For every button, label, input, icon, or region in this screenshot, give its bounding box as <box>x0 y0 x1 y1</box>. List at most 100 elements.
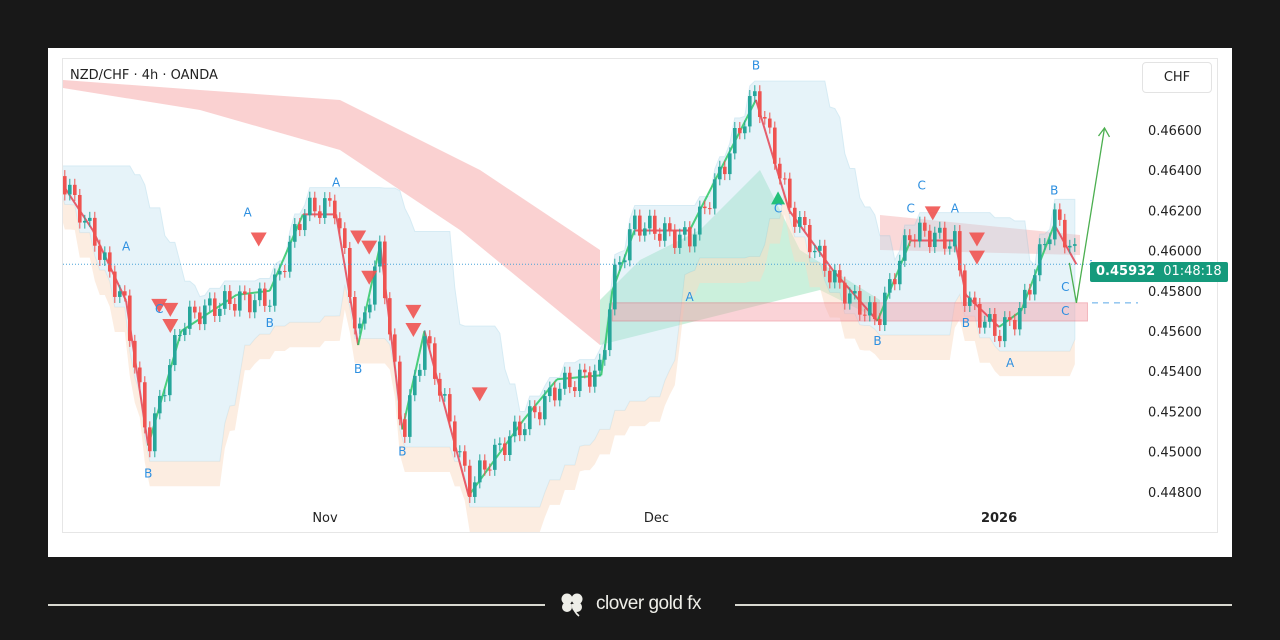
wave-label: B <box>873 334 881 348</box>
candle <box>483 460 487 470</box>
candle <box>653 215 657 234</box>
candle <box>88 217 92 221</box>
candle <box>1013 319 1017 330</box>
candle <box>703 206 707 209</box>
bull-cloud <box>600 170 880 345</box>
arrow-head-icon <box>1097 126 1111 138</box>
candle <box>598 359 602 371</box>
candle <box>233 303 237 311</box>
candle <box>733 128 737 154</box>
footer-divider-right <box>735 604 1232 606</box>
wave-label: C <box>774 201 782 215</box>
candle <box>1018 308 1022 330</box>
candle <box>228 291 232 304</box>
candle <box>963 270 967 306</box>
candle <box>173 335 177 366</box>
candle <box>343 228 347 248</box>
candle <box>843 282 847 304</box>
candle <box>543 396 547 420</box>
candle <box>838 270 842 283</box>
candle <box>558 388 562 401</box>
chart-panel[interactable] <box>62 58 1218 533</box>
candle <box>253 300 257 313</box>
candle <box>788 178 792 208</box>
candle <box>938 227 942 233</box>
candle <box>123 291 127 296</box>
candle <box>373 266 377 305</box>
candle <box>168 365 172 396</box>
candle <box>798 217 802 227</box>
candle <box>673 230 677 248</box>
candle <box>778 163 782 179</box>
candle <box>313 197 317 212</box>
candle <box>518 421 522 436</box>
sell-signal-triangle-icon <box>924 206 941 221</box>
y-tick-label: 0.45800 <box>1148 285 1202 300</box>
bar-countdown: 01:48:18 <box>1163 264 1222 279</box>
candle <box>523 429 527 436</box>
candle <box>668 223 672 231</box>
candle <box>493 444 497 470</box>
wave-label: B <box>752 59 760 73</box>
currency-button[interactable]: CHF <box>1142 62 1212 93</box>
candle <box>473 482 477 497</box>
candle <box>73 184 77 195</box>
candle <box>458 451 462 453</box>
wave-label: B <box>354 362 362 376</box>
x-tick-label: Nov <box>312 511 338 526</box>
candle <box>998 335 1002 342</box>
candle <box>243 291 247 295</box>
candle <box>1073 244 1077 246</box>
candle <box>603 350 607 360</box>
candle <box>583 369 587 373</box>
candle <box>413 375 417 396</box>
candle <box>408 395 412 437</box>
candle <box>488 469 492 471</box>
candle <box>323 198 327 218</box>
candle <box>878 319 882 326</box>
sell-signal-triangle-icon <box>361 240 378 255</box>
candle <box>1063 219 1067 248</box>
candle <box>433 343 437 379</box>
candle <box>638 215 642 236</box>
candle <box>438 378 442 396</box>
y-tick-label: 0.45000 <box>1148 446 1202 461</box>
sell-signal-triangle-icon <box>968 250 985 265</box>
candle <box>348 247 352 298</box>
candle <box>303 215 307 231</box>
zigzag-segment <box>600 290 614 376</box>
candle <box>213 298 217 316</box>
candle <box>63 176 67 195</box>
candle <box>283 270 287 272</box>
candle <box>723 166 727 175</box>
candle <box>293 224 297 242</box>
candle <box>1003 317 1007 342</box>
candle <box>198 312 202 325</box>
candle <box>738 128 742 134</box>
candle <box>368 304 372 313</box>
candle <box>328 198 332 201</box>
footer-divider-left <box>48 604 545 606</box>
candle <box>78 194 82 223</box>
sell-signal-triangle-icon <box>162 318 179 333</box>
candle <box>258 288 262 301</box>
projection-arrow <box>1068 127 1106 303</box>
wave-label: A <box>951 201 960 215</box>
candle <box>993 314 997 336</box>
y-tick-label: 0.45600 <box>1148 325 1202 340</box>
candle <box>548 387 552 397</box>
sell-signal-triangle-icon <box>350 230 367 245</box>
candle <box>898 260 902 285</box>
candle <box>223 291 227 309</box>
wave-label: B <box>398 445 406 459</box>
candle <box>193 306 197 313</box>
candle <box>308 197 312 216</box>
candle <box>773 127 777 164</box>
candle <box>758 91 762 118</box>
candle <box>683 227 687 235</box>
candle <box>628 229 632 261</box>
candle <box>153 413 157 452</box>
buy-signal-triangle-icon <box>771 191 786 205</box>
candle <box>218 308 222 316</box>
